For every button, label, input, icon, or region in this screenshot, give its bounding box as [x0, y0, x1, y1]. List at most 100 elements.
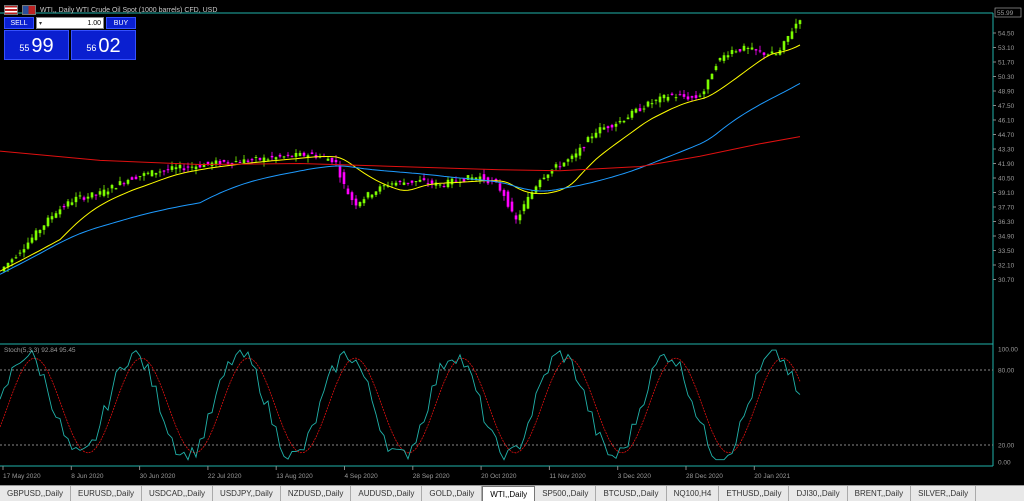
candle-body	[374, 191, 378, 195]
candle-body	[722, 55, 726, 61]
quantity-stepper[interactable]: ▾ 1.00	[36, 17, 104, 29]
candle-body	[286, 154, 290, 156]
candle-body	[742, 45, 746, 51]
candle-body	[74, 196, 78, 203]
candle-body	[534, 186, 538, 193]
candle-body	[162, 170, 166, 172]
candle-body	[118, 181, 122, 186]
candle-body	[570, 155, 574, 159]
tab-sp500-daily[interactable]: SP500,,Daily	[535, 486, 597, 501]
candle-body	[166, 169, 170, 171]
tab-gbpusd-daily[interactable]: GBPUSD,,Daily	[0, 486, 72, 501]
candle-body	[750, 47, 754, 50]
candle-body	[558, 166, 562, 168]
tab-ethusd-daily[interactable]: ETHUSD,,Daily	[719, 486, 790, 501]
candle-body	[70, 202, 74, 205]
time-tick-label: 4 Sep 2020	[345, 473, 379, 480]
price-tick-label: 41.90	[998, 161, 1015, 168]
tab-gold-daily[interactable]: GOLD,,Daily	[422, 486, 483, 501]
quantity-value[interactable]: 1.00	[87, 19, 101, 27]
price-tick-label: 34.90	[998, 234, 1015, 241]
candle-body	[422, 178, 426, 181]
price-tick-label: 32.10	[998, 263, 1015, 270]
chart-title-bar: WTI,, Daily WTI Crude Oil Spot (1000 bar…	[4, 4, 217, 16]
candle-body	[294, 153, 298, 157]
sell-price-button[interactable]: 55 99	[4, 30, 69, 60]
buy-price-button[interactable]: 56 02	[71, 30, 136, 60]
tab-brent-daily[interactable]: BRENT,,Daily	[848, 486, 912, 501]
tab-usdcad-daily[interactable]: USDCAD,,Daily	[142, 486, 214, 501]
candle-body	[26, 242, 30, 249]
tab-audusd-daily[interactable]: AUDUSD,,Daily	[351, 486, 423, 501]
chevron-down-icon[interactable]: ▾	[39, 20, 43, 27]
stoch-main-line	[0, 349, 801, 461]
candle-body	[774, 54, 778, 56]
tab-eurusd-daily[interactable]: EURUSD,,Daily	[71, 486, 143, 501]
price-tick-label: 36.30	[998, 219, 1015, 226]
tab-nq100-h4[interactable]: NQ100,H4	[667, 486, 720, 501]
candle-body	[654, 99, 658, 101]
candle-body	[18, 252, 22, 254]
candle-body	[566, 159, 570, 162]
candle-body	[686, 96, 690, 100]
time-tick-label: 3 Dec 2020	[618, 473, 652, 480]
candle-body	[266, 159, 270, 161]
price-tick-label: 51.70	[998, 60, 1015, 67]
candle-body	[650, 103, 654, 105]
candle-body	[390, 183, 394, 185]
candle-body	[598, 127, 602, 134]
price-tick-label: 37.70	[998, 205, 1015, 212]
candle-body	[482, 174, 486, 180]
candle-body	[42, 225, 46, 230]
price-tick-label: 50.30	[998, 74, 1015, 81]
candle-body	[142, 173, 146, 176]
buy-button[interactable]: BUY	[106, 17, 136, 29]
price-tick-label: 47.50	[998, 103, 1015, 110]
time-tick-label: 22 Jul 2020	[208, 473, 242, 480]
candle-body	[194, 166, 198, 170]
tab-nzdusd-daily[interactable]: NZDUSD,,Daily	[281, 486, 352, 501]
candle-body	[6, 262, 10, 268]
candle-body	[58, 209, 62, 215]
candle-body	[242, 159, 246, 164]
price-tick-label: 30.70	[998, 277, 1015, 284]
candle-body	[46, 217, 50, 227]
candle-body	[634, 108, 638, 113]
candle-body	[38, 230, 42, 234]
us-flag-icon	[22, 5, 36, 15]
candle-body	[150, 170, 154, 177]
candle-body	[414, 181, 418, 183]
candle-body	[466, 175, 470, 180]
tab-dji30-daily[interactable]: DJI30,,Daily	[789, 486, 848, 501]
candle-body	[518, 214, 522, 221]
candle-body	[798, 20, 802, 25]
candle-body	[78, 195, 82, 197]
candle-body	[330, 157, 334, 163]
sell-button[interactable]: SELL	[4, 17, 34, 29]
candle-body	[170, 166, 174, 170]
candle-body	[418, 179, 422, 182]
time-tick-label: 17 May 2020	[3, 473, 41, 480]
ma-fast-line	[0, 44, 801, 272]
time-tick-label: 13 Aug 2020	[276, 473, 313, 480]
tab-wti-daily[interactable]: WTI,,Daily	[482, 486, 536, 501]
price-axis: 54.50 53.10 51.70 50.30 48.90 47.50 46.10 44.70…	[993, 31, 1015, 284]
tab-usdjpy-daily[interactable]: USDJPY,,Daily	[213, 486, 281, 501]
tab-btcusd-daily[interactable]: BTCUSD,,Daily	[596, 486, 667, 501]
candle-body	[610, 124, 614, 128]
candle-body	[662, 94, 666, 99]
buy-price-prefix: 56	[86, 43, 97, 53]
candle-body	[498, 183, 502, 191]
candle-body	[502, 190, 506, 196]
candle-body	[302, 152, 306, 156]
chart-canvas[interactable]: 54.50 53.10 51.70 50.30 48.90 47.50 46.10 44.70…	[0, 0, 1024, 485]
candle-body	[358, 202, 362, 207]
candle-body	[794, 23, 798, 29]
candle-body	[342, 172, 346, 185]
ma-mid-line	[0, 82, 801, 275]
candle-body	[178, 164, 182, 169]
price-tick-label: 33.50	[998, 248, 1015, 255]
tab-silver-daily[interactable]: SILVER,,Daily	[911, 486, 977, 501]
candle-body	[122, 183, 126, 185]
